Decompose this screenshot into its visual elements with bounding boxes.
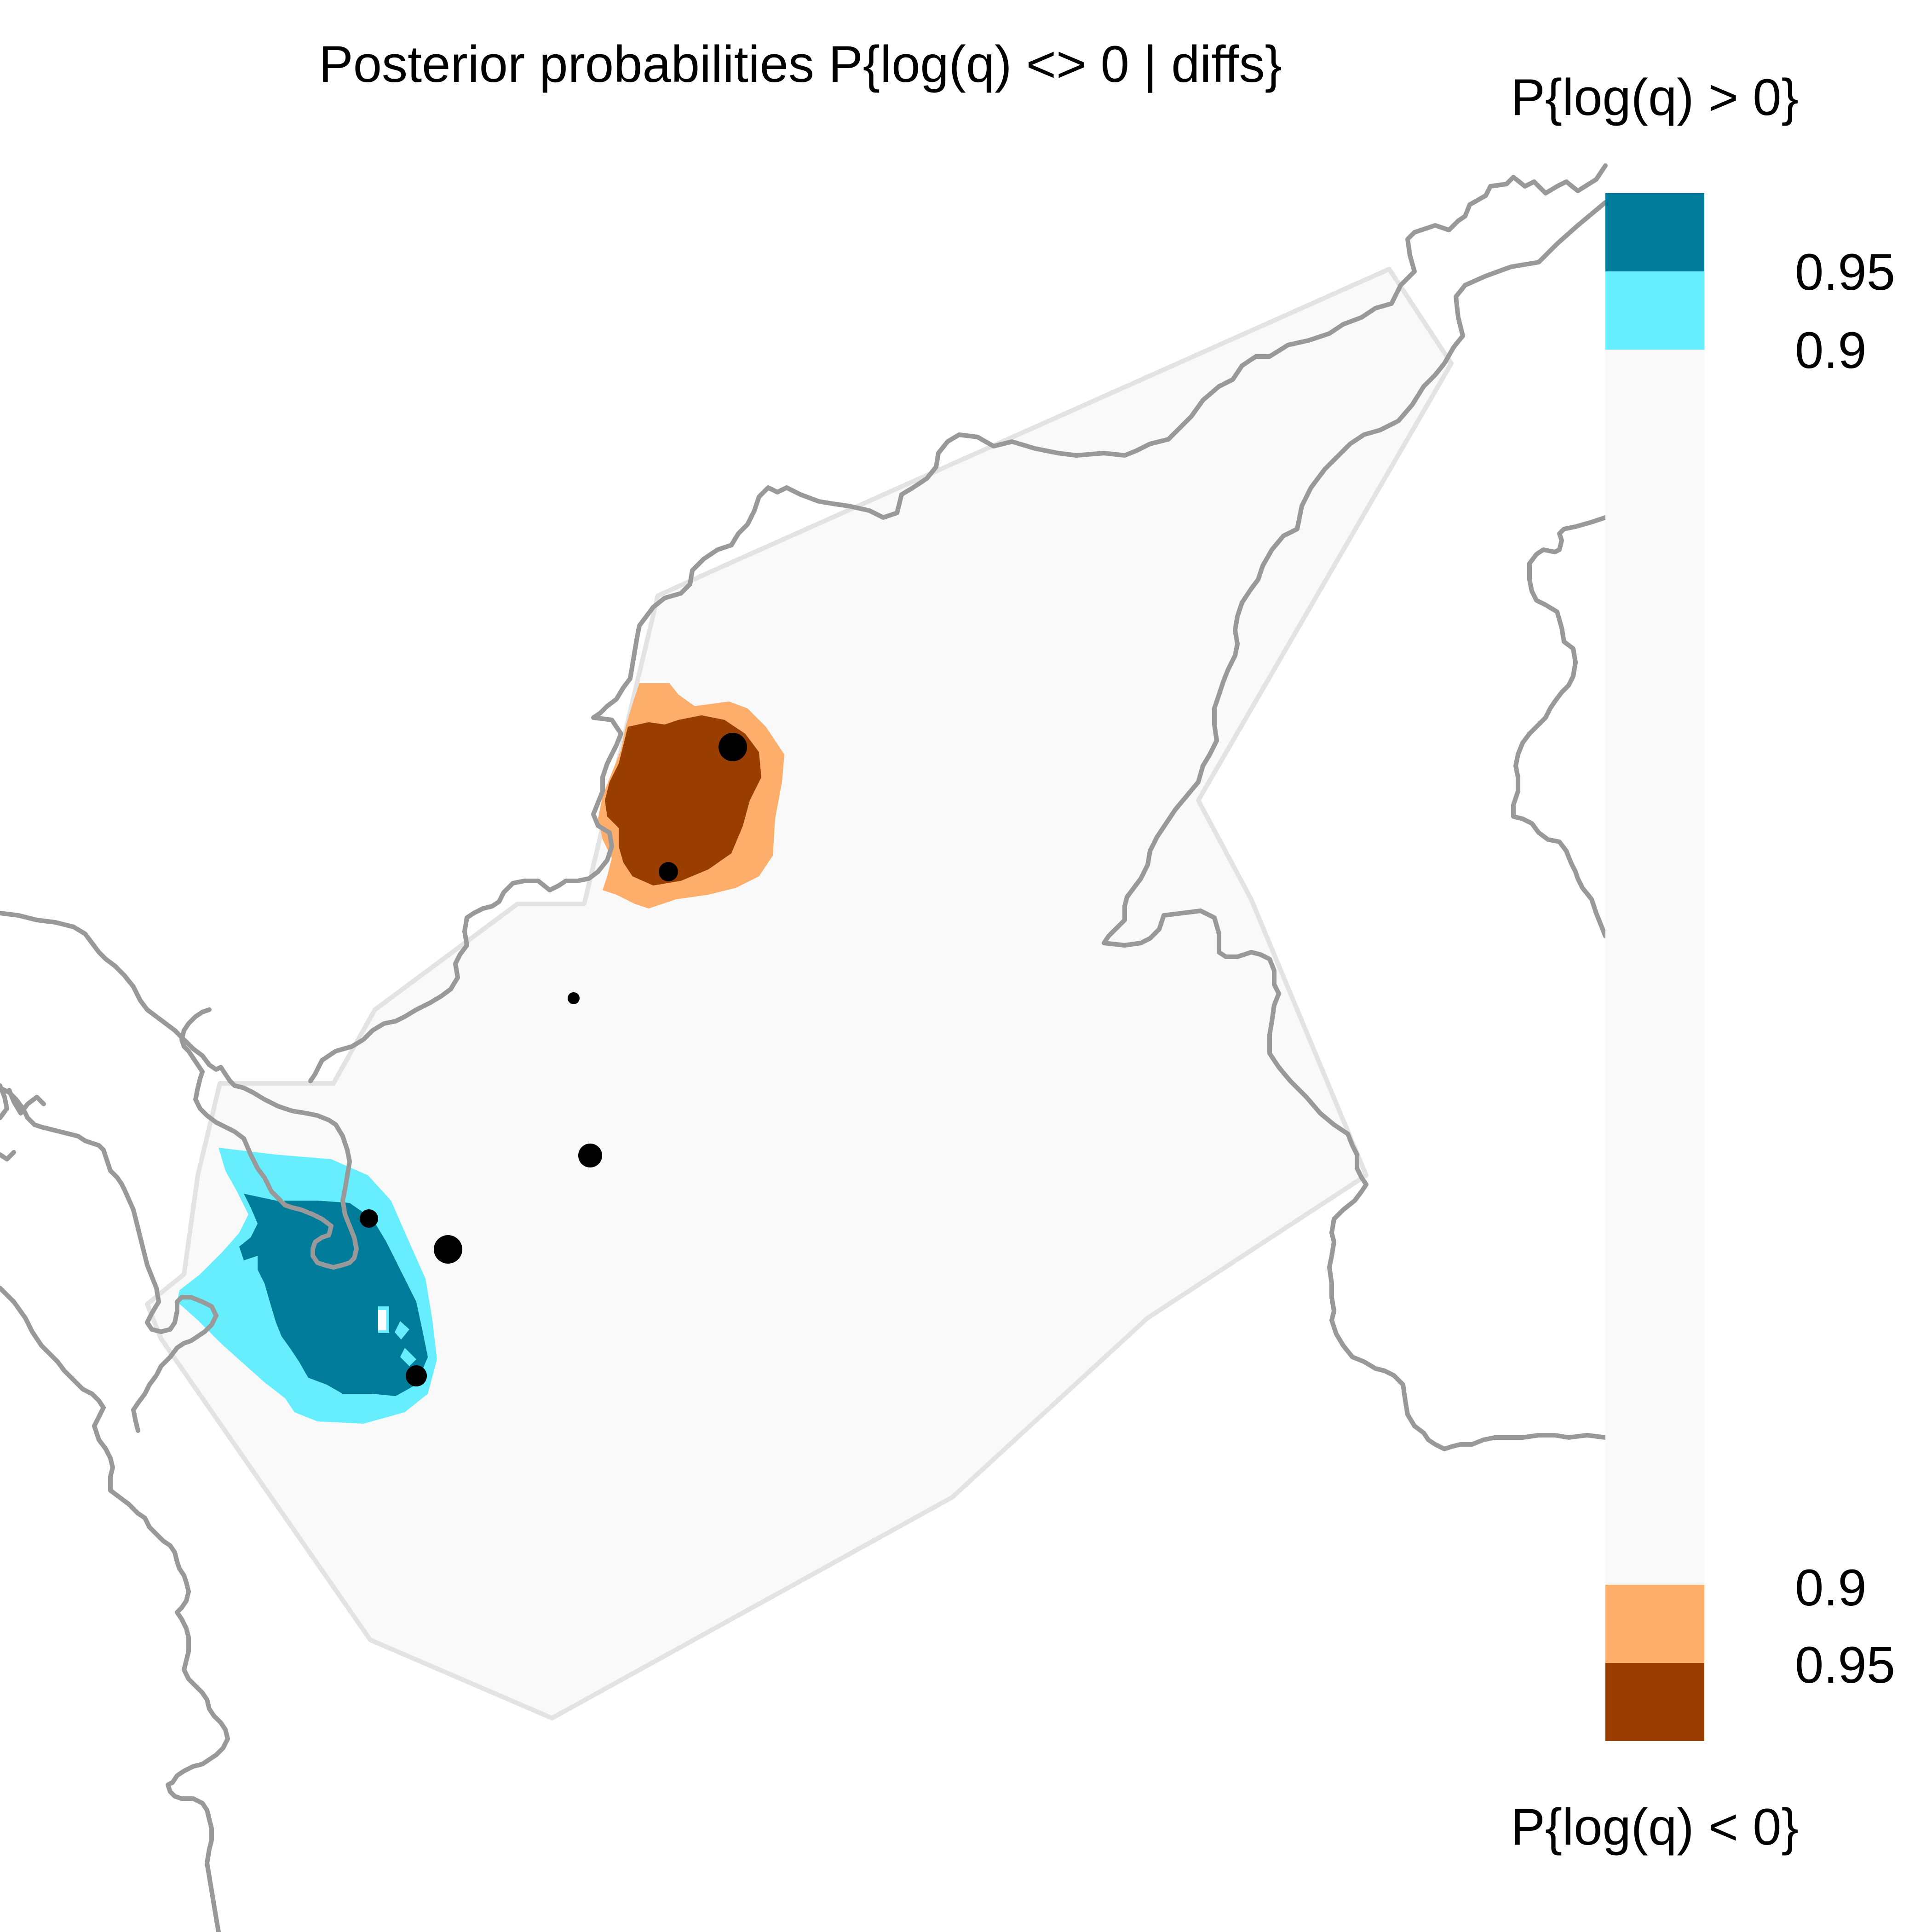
coastline-inlet xyxy=(0,1083,230,1932)
legend-top-label: P{log(q) > 0} xyxy=(1511,69,1799,126)
sample-point xyxy=(568,992,580,1004)
legend-swatch-low-095 xyxy=(1605,1663,1704,1741)
legend-swatch-low-09 xyxy=(1605,1585,1704,1663)
coastlines xyxy=(0,163,1608,1932)
sample-point xyxy=(578,1144,602,1167)
sample-point xyxy=(360,1209,378,1228)
legend-tick-09-top: 0.9 xyxy=(1795,322,1867,379)
region-high-gap xyxy=(378,1306,416,1366)
legend-swatch-neutral xyxy=(1605,350,1704,1585)
legend-tick-095-top: 0.95 xyxy=(1795,243,1895,301)
coastline-main xyxy=(308,163,1608,1083)
sample-point xyxy=(659,862,678,881)
region-low-095 xyxy=(605,715,761,886)
legend-bottom-label: P{log(q) < 0} xyxy=(1511,1798,1799,1856)
sample-point xyxy=(719,733,747,761)
coastline-peninsula xyxy=(122,1187,218,1433)
map-title: Posterior probabilities P{log(q) <> 0 | … xyxy=(319,35,1282,93)
habitat-hull xyxy=(145,267,1454,1720)
legend-swatch-high-095 xyxy=(1605,193,1704,271)
coastline-far-east xyxy=(1511,515,1608,938)
legend-colorbar xyxy=(1605,193,1704,1741)
legend-swatch-high-09 xyxy=(1605,271,1704,350)
sample-point xyxy=(434,1235,462,1264)
coastline-east xyxy=(1102,200,1608,1451)
legend-tick-09-bottom: 0.9 xyxy=(1795,1559,1867,1616)
legend-tick-095-bottom: 0.95 xyxy=(1795,1636,1895,1694)
samples xyxy=(360,733,747,1386)
coastline-west xyxy=(0,911,359,1270)
sample-point xyxy=(406,1365,427,1386)
region-high-095 xyxy=(239,1194,428,1396)
region-high-gap-white xyxy=(378,1310,386,1330)
